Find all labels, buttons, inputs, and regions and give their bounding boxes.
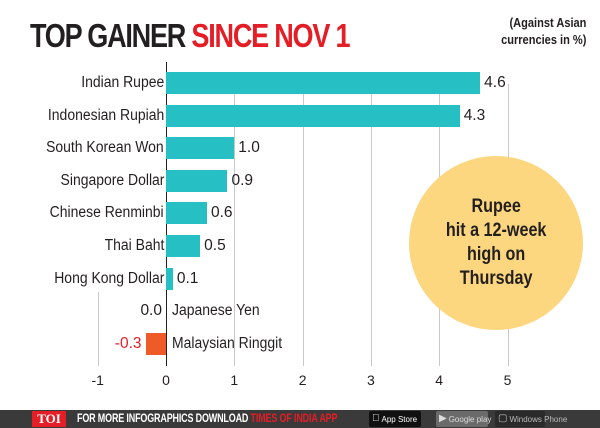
callout-line-4: Thursday	[459, 268, 533, 289]
subtitle-line-1: (Against Asian	[509, 15, 586, 30]
x-tick-label: 4	[435, 372, 444, 388]
bar[interactable]	[166, 267, 173, 290]
bar[interactable]	[166, 169, 228, 192]
x-tick-label: 2	[298, 372, 307, 388]
bar-row: Chinese Renminbi 0.6	[0, 202, 600, 225]
bar[interactable]	[166, 137, 235, 160]
bar-row: Indian Rupee 4.6	[0, 72, 600, 94]
value-label: 0.9	[231, 171, 254, 189]
category-label: South Korean Won	[46, 139, 164, 157]
apple-icon: 	[372, 411, 380, 427]
x-tick-label: 1	[230, 372, 239, 388]
x-tick-label: 3	[366, 372, 375, 388]
callout-text: Rupee hit a 12-week high on Thursday	[446, 195, 547, 291]
category-label: Malaysian Ringgit	[172, 334, 283, 352]
category-label: Japanese Yen	[172, 302, 260, 320]
footer-promo-label: FOR MORE INFOGRAPHICS DOWNLOAD	[77, 413, 251, 425]
category-label: Hong Kong Dollar	[53, 269, 164, 287]
bar-row: Hong Kong Dollar 0.1	[0, 267, 600, 290]
app-store-label: App Store	[374, 414, 418, 424]
value-label: 0.5	[204, 237, 226, 254]
category-label: Indonesian Rupiah	[47, 106, 164, 124]
chart-subtitle: (Against Asian currencies in %)	[501, 14, 586, 48]
footer-bar: TOI FOR MORE INFOGRAPHICS DOWNLOAD TIMES…	[0, 410, 600, 428]
bar-row: Malaysian Ringgit -0.3	[0, 332, 600, 355]
callout-line-1: Rupee	[471, 196, 521, 217]
toi-logo[interactable]: TOI	[32, 411, 66, 427]
gridline	[302, 84, 304, 366]
bar[interactable]	[166, 104, 460, 127]
value-label: 4.3	[463, 106, 486, 124]
bar[interactable]	[145, 332, 166, 355]
category-label: Chinese Renminbi	[50, 204, 164, 222]
value-label: -0.3	[114, 334, 142, 352]
value-label: 1.0	[238, 139, 260, 157]
value-label: 0.1	[176, 269, 199, 287]
title-red-part: SINCE NOV 1	[191, 17, 350, 54]
windows-phone-label: Windows Phone	[509, 414, 568, 424]
x-tick-label: 0	[162, 372, 170, 388]
x-tick-label: 5	[503, 372, 512, 388]
app-store-badge[interactable]:  App Store	[369, 411, 421, 427]
footer-promo-text: FOR MORE INFOGRAPHICS DOWNLOAD TIMES OF …	[77, 410, 337, 428]
chart-title: TOP GAINER SINCE NOV 1	[30, 17, 351, 54]
windows-icon: ▢	[498, 413, 508, 424]
title-black-part: TOP GAINER	[30, 17, 186, 54]
callout-line-2: hit a 12-week	[445, 220, 547, 241]
bar-chart-plot: -1 0 1 2 3 4 5 Indian Rupee 4.6 Indonesian Rupiah…	[0, 62, 600, 388]
google-play-badge[interactable]: ▶ Google play	[436, 411, 491, 427]
bar[interactable]	[166, 72, 481, 94]
callout-line-3: high on	[466, 244, 526, 265]
callout-circle: Rupee hit a 12-week high on Thursday	[409, 156, 583, 330]
value-label: 0.6	[210, 204, 233, 222]
bar-row: Indonesian Rupiah 4.3	[0, 104, 600, 127]
footer-app-name[interactable]: TIMES OF INDIA APP	[250, 413, 338, 425]
category-label: Thai Baht	[104, 237, 164, 254]
value-label: 0.0	[140, 302, 162, 320]
gridline	[234, 84, 236, 366]
windows-phone-badge[interactable]: ▢ Windows Phone	[495, 411, 567, 427]
bar-row: Singapore Dollar 0.9	[0, 169, 600, 192]
category-label: Singapore Dollar	[60, 171, 164, 189]
google-play-icon: ▶	[439, 413, 447, 424]
google-play-label: Google play	[448, 414, 492, 424]
subtitle-line-2: currencies in %)	[500, 32, 586, 47]
bar-row: Japanese Yen 0.0	[0, 300, 600, 322]
bar[interactable]	[166, 235, 201, 257]
gridline	[97, 292, 99, 366]
bar-row: South Korean Won 1.0	[0, 137, 600, 160]
bar[interactable]	[166, 202, 207, 225]
x-tick-label: -1	[91, 372, 104, 388]
bar-row: Thai Baht 0.5	[0, 235, 600, 257]
category-label: Indian Rupee	[81, 74, 164, 91]
value-label: 4.6	[484, 74, 506, 91]
gridline	[370, 84, 372, 366]
